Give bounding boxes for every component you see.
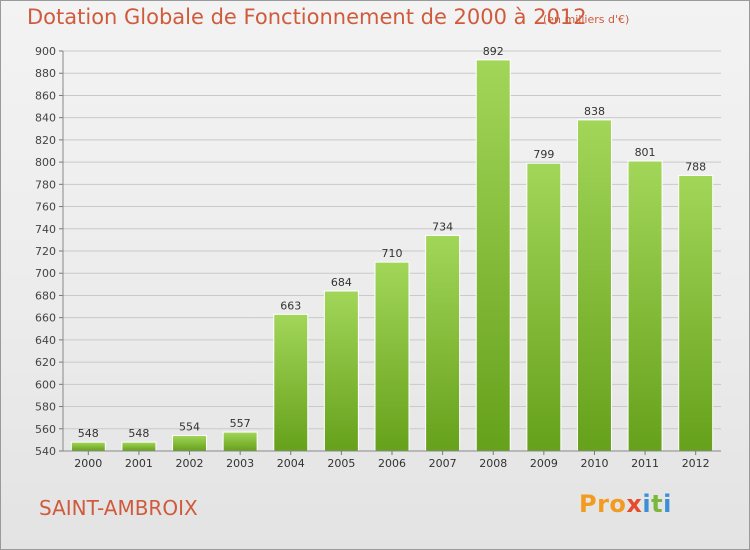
x-tick-label-2010: 2010 xyxy=(580,457,608,470)
bar-2004 xyxy=(273,313,309,452)
logo-part-i: i xyxy=(642,490,652,518)
bar-2000 xyxy=(70,441,106,452)
logo-part-t: t xyxy=(651,490,664,518)
data-label-2002: 554 xyxy=(179,420,200,433)
x-tick-label-2007: 2007 xyxy=(429,457,457,470)
y-tick-label: 640 xyxy=(35,334,56,347)
chart-title: Dotation Globale de Fonctionnement de 20… xyxy=(27,5,587,29)
y-tick-label: 660 xyxy=(35,312,56,325)
y-tick-label: 840 xyxy=(35,112,56,125)
data-labels: 548 548 554 557 663 684 710 734 892 799 838 801 788 xyxy=(78,45,706,440)
y-tick-label: 680 xyxy=(35,289,56,302)
chart-unit-label: (en milliers d'€) xyxy=(543,13,630,26)
y-tick-label: 800 xyxy=(35,156,56,169)
data-label-2007: 734 xyxy=(432,220,453,233)
y-tick-label: 820 xyxy=(35,134,56,147)
y-tick-label: 540 xyxy=(35,445,56,458)
bar-2011 xyxy=(627,160,663,452)
bar-2003 xyxy=(222,431,258,452)
x-tick-label-2005: 2005 xyxy=(327,457,355,470)
x-tick-label-2012: 2012 xyxy=(682,457,710,470)
y-tick-label: 580 xyxy=(35,401,56,414)
x-tick-label-2011: 2011 xyxy=(631,457,659,470)
bar-2007 xyxy=(425,234,461,452)
y-tick-label: 560 xyxy=(35,423,56,436)
bar-2001 xyxy=(121,441,157,452)
x-tick-label-2009: 2009 xyxy=(530,457,558,470)
y-axis-ticks: 540 560 580 600 620 640 660 680 700 720 740 760 780 8… xyxy=(35,45,721,458)
data-label-2009: 799 xyxy=(533,148,554,161)
x-tick-label-2001: 2001 xyxy=(125,457,153,470)
bar-2010 xyxy=(576,119,612,452)
x-tick-label-2004: 2004 xyxy=(277,457,305,470)
data-label-2008: 892 xyxy=(483,45,504,58)
y-tick-label: 740 xyxy=(35,223,56,236)
data-label-2011: 801 xyxy=(635,146,656,159)
bar-2002 xyxy=(172,434,208,452)
data-label-2001: 548 xyxy=(128,427,149,440)
proxiti-logo: Proxiti xyxy=(579,490,672,518)
bar-2009 xyxy=(526,162,562,452)
y-tick-label: 720 xyxy=(35,245,56,258)
logo-part-i2: i xyxy=(663,490,672,518)
y-tick-label: 600 xyxy=(35,378,56,391)
y-tick-label: 880 xyxy=(35,67,56,80)
y-tick-label: 860 xyxy=(35,89,56,102)
y-tick-label: 700 xyxy=(35,267,56,280)
x-tick-label-2000: 2000 xyxy=(74,457,102,470)
data-label-2003: 557 xyxy=(230,417,251,430)
bar-2005 xyxy=(323,290,359,452)
data-label-2004: 663 xyxy=(280,299,301,312)
y-tick-label: 760 xyxy=(35,201,56,214)
bar-2012 xyxy=(678,174,714,452)
logo-part-pro: Pro xyxy=(579,490,627,518)
x-axis-ticks: 2000 2001 2002 2003 2004 2005 2006 2007 2008 2009… xyxy=(74,451,710,470)
bar-2008 xyxy=(475,59,511,452)
y-tick-label: 620 xyxy=(35,356,56,369)
logo-part-x: x xyxy=(626,490,643,518)
x-tick-label-2006: 2006 xyxy=(378,457,406,470)
y-tick-label: 900 xyxy=(35,45,56,58)
data-label-2005: 684 xyxy=(331,276,352,289)
commune-name: SAINT-AMBROIX xyxy=(39,496,198,520)
bars xyxy=(70,59,714,452)
data-label-2000: 548 xyxy=(78,427,99,440)
data-label-2006: 710 xyxy=(382,247,403,260)
bar-2006 xyxy=(374,261,410,452)
x-tick-label-2002: 2002 xyxy=(176,457,204,470)
x-tick-label-2003: 2003 xyxy=(226,457,254,470)
data-label-2010: 838 xyxy=(584,105,605,118)
x-tick-label-2008: 2008 xyxy=(479,457,507,470)
data-label-2012: 788 xyxy=(685,160,706,173)
y-tick-label: 780 xyxy=(35,178,56,191)
